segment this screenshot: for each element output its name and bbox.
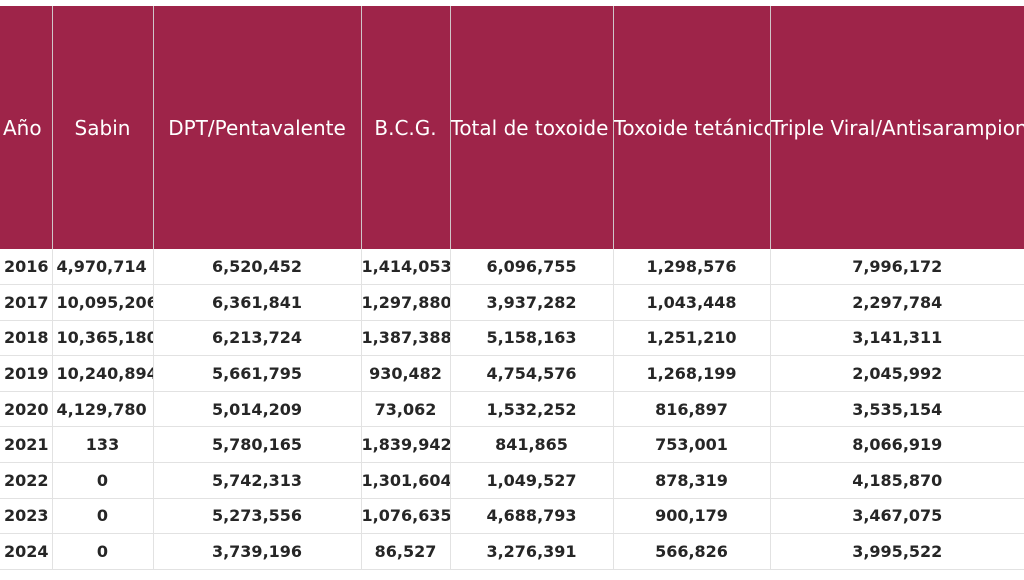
cell-toxoide-embarazadas: 816,897 [613,391,771,428]
header-toxoide-embarazadas: Toxoide tetánico a mujeres embarazadas (… [613,6,771,249]
cell-sabin: 4,970,714 [52,249,154,286]
cell-triple-viral: 3,535,154 [770,391,1024,428]
cell-triple-viral: 4,185,870 [770,462,1024,499]
cell-sabin: 10,095,206 [52,284,154,321]
cell-total-toxoide: 1,049,527 [450,462,614,499]
cell-bcg: 1,387,388 [361,320,451,357]
cell-toxoide-embarazadas: 1,251,210 [613,320,771,357]
cell-sabin: 10,240,894 [52,355,154,392]
header-sabin-label: Sabin [74,115,131,140]
cell-triple-viral: 3,995,522 [770,533,1024,570]
header-dpt-pentavalente: DPT/Pentavalente [153,6,362,249]
cell-year: 2022 [0,462,53,499]
cell-total-toxoide: 5,158,163 [450,320,614,357]
cell-sabin: 0 [52,498,154,535]
cell-total-toxoide: 4,688,793 [450,498,614,535]
table-row: 2020 4,129,780 5,014,209 73,062 1,532,25… [0,391,1024,428]
header-bcg-label: B.C.G. [374,115,437,140]
cell-triple-viral: 3,141,311 [770,320,1024,357]
cell-sabin: 10,365,180 [52,320,154,357]
cell-total-toxoide: 3,937,282 [450,284,614,321]
table-row: 2017 10,095,206 6,361,841 1,297,880 3,93… [0,284,1024,321]
cell-toxoide-embarazadas: 753,001 [613,426,771,464]
header-year-label: Año [3,115,42,140]
cell-sabin: 4,129,780 [52,391,154,428]
cell-total-toxoide: 1,532,252 [450,391,614,428]
table-row: 2023 0 5,273,556 1,076,635 4,688,793 900… [0,498,1024,535]
table-row: 2022 0 5,742,313 1,301,604 1,049,527 878… [0,462,1024,499]
cell-dpt: 6,361,841 [153,284,362,321]
header-row: Año Sabin DPT/Pentavalente B.C.G. Total … [0,6,1024,249]
cell-total-toxoide: 6,096,755 [450,249,614,286]
cell-bcg: 1,076,635 [361,498,451,535]
cell-sabin: 0 [52,462,154,499]
cell-bcg: 1,297,880 [361,284,451,321]
cell-total-toxoide: 3,276,391 [450,533,614,570]
cell-total-toxoide: 4,754,576 [450,355,614,392]
cell-dpt: 5,273,556 [153,498,362,535]
cell-year: 2024 [0,533,53,570]
cell-triple-viral: 2,045,992 [770,355,1024,392]
cell-year: 2016 [0,249,53,286]
cell-triple-viral: 2,297,784 [770,284,1024,321]
header-total-toxoide: Total de toxoide tetánico diftérico (inc… [450,6,614,249]
table-row: 2018 10,365,180 6,213,724 1,387,388 5,15… [0,320,1024,357]
cell-bcg: 930,482 [361,355,451,392]
cell-toxoide-embarazadas: 878,319 [613,462,771,499]
table-row: 2024 0 3,739,196 86,527 3,276,391 566,82… [0,533,1024,570]
cell-triple-viral: 7,996,172 [770,249,1024,286]
cell-bcg: 1,839,942 [361,426,451,464]
cell-toxoide-embarazadas: 900,179 [613,498,771,535]
header-triple-viral-label: Triple Viral/Antisarampionos [770,115,1024,140]
cell-bcg: 73,062 [361,391,451,428]
cell-triple-viral: 8,066,919 [770,426,1024,464]
vaccination-doses-table: Año Sabin DPT/Pentavalente B.C.G. Total … [0,6,1024,570]
cell-sabin: 0 [52,533,154,570]
cell-year: 2017 [0,284,53,321]
header-total-toxoide-label: Total de toxoide tetánico diftérico (inc… [450,115,613,140]
cell-dpt: 5,780,165 [153,426,362,464]
cell-dpt: 3,739,196 [153,533,362,570]
cell-toxoide-embarazadas: 1,268,199 [613,355,771,392]
table-row: 2019 10,240,894 5,661,795 930,482 4,754,… [0,355,1024,392]
cell-toxoide-embarazadas: 1,298,576 [613,249,771,286]
cell-toxoide-embarazadas: 566,826 [613,533,771,570]
cell-toxoide-embarazadas: 1,043,448 [613,284,771,321]
cell-bcg: 1,414,053 [361,249,451,286]
header-sabin: Sabin [52,6,154,249]
header-dpt-label: DPT/Pentavalente [168,115,346,140]
table-row: 2016 4,970,714 6,520,452 1,414,053 6,096… [0,249,1024,286]
cell-dpt: 5,014,209 [153,391,362,428]
cell-dpt: 6,213,724 [153,320,362,357]
header-bcg: B.C.G. [361,6,451,249]
cell-year: 2023 [0,498,53,535]
cell-year: 2018 [0,320,53,357]
table-row: 2021 133 5,780,165 1,839,942 841,865 753… [0,426,1024,464]
cell-triple-viral: 3,467,075 [770,498,1024,535]
cell-total-toxoide: 841,865 [450,426,614,464]
cell-dpt: 5,742,313 [153,462,362,499]
cell-dpt: 5,661,795 [153,355,362,392]
cell-year: 2021 [0,426,53,464]
header-triple-viral: Triple Viral/Antisarampionos [770,6,1024,249]
cell-bcg: 86,527 [361,533,451,570]
cell-sabin: 133 [52,426,154,464]
cell-bcg: 1,301,604 [361,462,451,499]
cell-year: 2019 [0,355,53,392]
cell-dpt: 6,520,452 [153,249,362,286]
cell-year: 2020 [0,391,53,428]
header-toxoide-embarazadas-label: Toxoide tetánico a mujeres embarazadas (… [613,115,770,140]
header-year: Año [0,6,53,249]
